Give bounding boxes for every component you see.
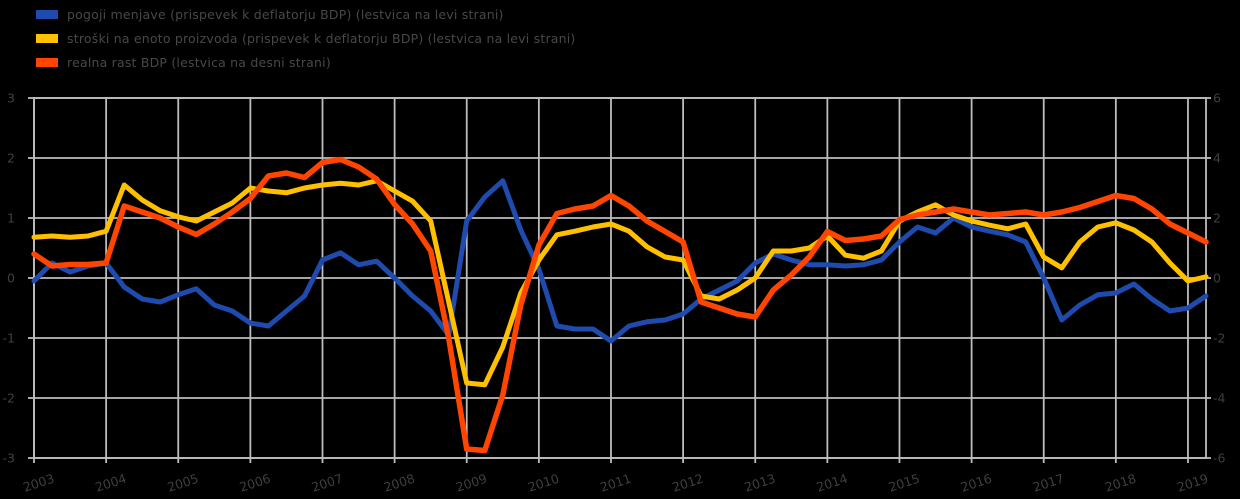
x-axis-year-label: 2017 (1031, 471, 1066, 495)
x-axis-year-label: 2016 (959, 471, 994, 495)
yellow-line-swatch-icon (36, 34, 58, 43)
x-axis-year-label: 2010 (526, 471, 561, 495)
orange-line-swatch-icon (36, 58, 58, 67)
left-axis-tick-label: 1 (7, 211, 15, 226)
right-axis-tick-label: 2 (1213, 211, 1221, 226)
right-axis-tick-label: 6 (1213, 91, 1221, 106)
right-axis-tick-label: -2 (1213, 331, 1225, 346)
right-axis-tick-label: 0 (1213, 271, 1221, 286)
x-axis-year-label: 2013 (742, 471, 777, 495)
right-axis-tick-label: 4 (1213, 151, 1221, 166)
left-axis-tick-label: 2 (7, 151, 15, 166)
legend-label: stroški na enoto proizvoda (prispevek k … (67, 31, 576, 46)
left-axis-tick-label: -3 (3, 451, 15, 466)
legend-item: pogoji menjave (prispevek k deflatorju B… (36, 6, 576, 23)
x-axis-year-label: 2018 (1103, 471, 1138, 495)
x-axis-year-label: 2012 (670, 471, 705, 495)
legend-label: realna rast BDP (lestvica na desni stran… (67, 55, 331, 70)
blue-line-swatch-icon (36, 10, 58, 19)
data-line (31, 156, 1209, 454)
legend-label: pogoji menjave (prispevek k deflatorju B… (67, 7, 504, 22)
left-axis-tick-label: 3 (7, 91, 15, 106)
x-axis-year-label: 2008 (382, 471, 417, 495)
x-axis-year-label: 2006 (238, 471, 273, 495)
legend: pogoji menjave (prispevek k deflatorju B… (36, 6, 576, 71)
x-axis-year-label: 2014 (815, 471, 850, 495)
legend-item: realna rast BDP (lestvica na desni stran… (36, 54, 576, 71)
x-axis-year-label: 2004 (93, 471, 128, 495)
x-axis-year-label: 2003 (21, 471, 56, 495)
data-line (31, 178, 1209, 344)
left-axis-tick-label: 0 (7, 271, 15, 286)
data-line (31, 178, 1209, 388)
x-axis-year-label: 2015 (887, 471, 922, 495)
legend-item: stroški na enoto proizvoda (prispevek k … (36, 30, 576, 47)
x-axis-year-label: 2009 (454, 471, 489, 495)
x-axis-year-label: 2007 (310, 471, 345, 495)
right-axis-tick-label: -4 (1213, 391, 1226, 406)
x-axis-year-label: 2011 (598, 471, 633, 495)
right-axis-tick-label: -6 (1213, 451, 1226, 466)
left-axis-tick-label: -1 (3, 331, 15, 346)
left-axis-tick-label: -2 (3, 391, 15, 406)
x-axis-year-label: 2005 (165, 471, 200, 495)
x-axis-year-label: 2019 (1175, 471, 1210, 495)
